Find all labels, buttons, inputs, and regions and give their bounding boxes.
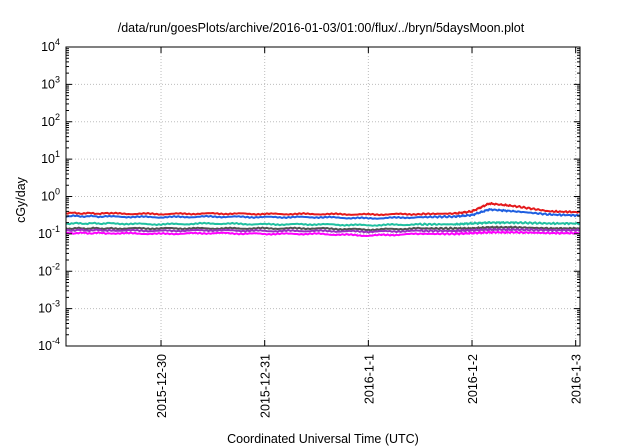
x-tick-label: 2016-1-2 (466, 354, 480, 404)
x-tick-label: 2015-12-30 (155, 354, 169, 418)
y-tick-label: 10-1 (38, 224, 60, 241)
series-line (65, 230, 581, 237)
series-line (65, 221, 581, 227)
y-tick-label: 101 (41, 149, 60, 166)
x-axis-label: Coordinated Universal Time (UTC) (227, 432, 419, 446)
y-tick-label: 10-3 (38, 299, 60, 316)
series-line (65, 225, 580, 232)
series-layer (65, 201, 581, 237)
y-tick-label: 102 (41, 112, 60, 129)
grid (66, 46, 580, 347)
series-line (65, 227, 581, 234)
x-tick-label: 2015-12-31 (259, 354, 273, 418)
x-tick-label: 2016-1-1 (362, 354, 376, 404)
series-line (65, 201, 581, 217)
y-tick-label: 103 (41, 74, 60, 91)
chart-title: /data/run/goesPlots/archive/2016-01-03/0… (118, 21, 525, 35)
series-line (65, 208, 581, 220)
y-tick-label: 10-2 (38, 261, 60, 278)
ticks (66, 46, 580, 347)
y-tick-label: 104 (41, 37, 60, 54)
y-tick-label: 10-4 (38, 336, 60, 353)
plot-frame (65, 46, 581, 347)
y-tick-label: 100 (41, 187, 60, 204)
x-tick-labels: 2015-12-30 2015-12-31 2016-1-1 2016-1-2 2016… (155, 354, 584, 418)
y-axis-label: cGy/day (14, 176, 28, 223)
x-tick-label: 2016-1-3 (570, 354, 584, 404)
y-tick-labels: 10-4 10-3 10-2 10-1 100 101 102 103 104 (38, 37, 60, 353)
